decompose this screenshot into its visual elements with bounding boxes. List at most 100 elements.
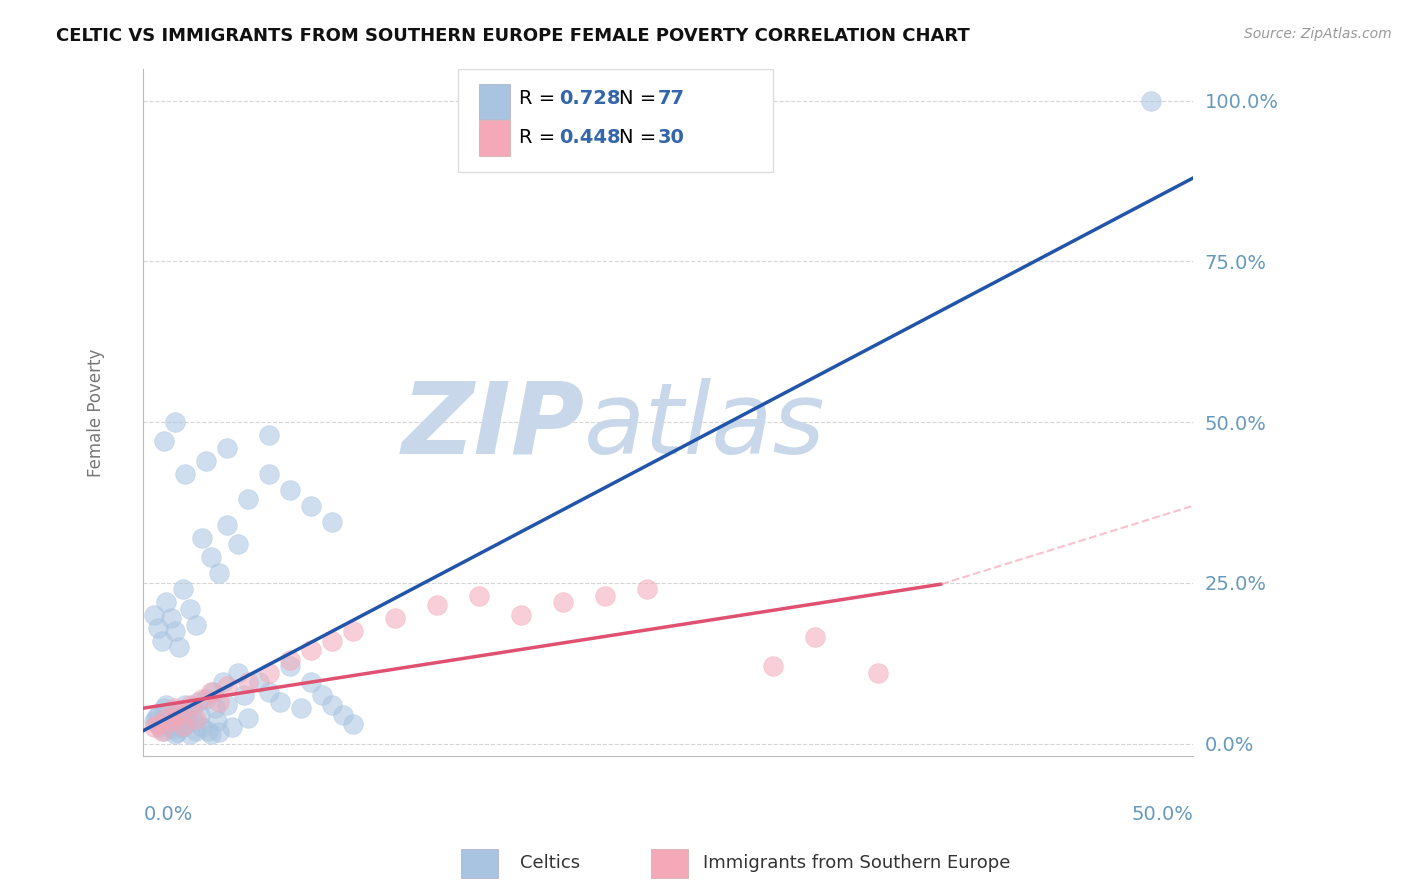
Point — [259, 428, 281, 442]
FancyBboxPatch shape — [479, 120, 510, 156]
Text: 50.0%: 50.0% — [1132, 805, 1194, 823]
Point — [226, 537, 249, 551]
Text: 0.448: 0.448 — [560, 128, 621, 147]
Point — [146, 621, 169, 635]
Point — [159, 714, 181, 728]
Point — [179, 727, 201, 741]
Text: N =: N = — [619, 89, 662, 108]
Point — [238, 675, 260, 690]
Point — [150, 723, 173, 738]
Point — [191, 721, 214, 735]
Point — [247, 675, 270, 690]
Point — [290, 701, 312, 715]
Point — [174, 698, 197, 712]
Point — [172, 721, 194, 735]
Point — [155, 711, 177, 725]
Point — [226, 665, 249, 680]
Point — [195, 453, 218, 467]
Point — [142, 721, 165, 735]
Point — [217, 518, 239, 533]
Point — [153, 434, 176, 449]
Text: N =: N = — [619, 128, 662, 147]
Point — [280, 659, 302, 673]
Point — [163, 415, 186, 429]
Point — [510, 607, 533, 622]
Point — [205, 714, 228, 728]
Text: 0.728: 0.728 — [560, 89, 620, 108]
Point — [233, 689, 256, 703]
Point — [868, 665, 890, 680]
Text: 30: 30 — [658, 128, 685, 147]
Point — [184, 617, 207, 632]
Point — [321, 515, 343, 529]
Point — [184, 712, 207, 726]
Point — [201, 685, 224, 699]
Point — [217, 698, 239, 712]
Text: ZIP: ZIP — [401, 377, 585, 475]
Point — [208, 566, 231, 581]
Text: Female Poverty: Female Poverty — [87, 348, 105, 476]
FancyBboxPatch shape — [479, 84, 510, 120]
Point — [159, 611, 181, 625]
Point — [426, 599, 449, 613]
Point — [145, 711, 167, 725]
Point — [332, 707, 354, 722]
Point — [162, 723, 184, 737]
Point — [1140, 94, 1163, 108]
Point — [174, 716, 197, 731]
Point — [155, 698, 177, 712]
Point — [280, 483, 302, 497]
Point — [166, 725, 188, 739]
Point — [179, 698, 201, 712]
Text: CELTIC VS IMMIGRANTS FROM SOUTHERN EUROPE FEMALE POVERTY CORRELATION CHART: CELTIC VS IMMIGRANTS FROM SOUTHERN EUROP… — [56, 27, 970, 45]
Point — [299, 675, 322, 690]
Point — [311, 689, 333, 703]
Point — [200, 727, 222, 741]
Point — [183, 714, 205, 728]
Point — [259, 665, 281, 680]
Point — [269, 695, 291, 709]
Point — [172, 718, 194, 732]
Point — [342, 717, 364, 731]
Point — [280, 653, 302, 667]
Text: R =: R = — [519, 128, 562, 147]
Point — [299, 499, 322, 513]
Point — [155, 595, 177, 609]
Point — [174, 467, 197, 481]
Point — [179, 601, 201, 615]
Point — [212, 675, 235, 690]
Point — [149, 721, 172, 735]
Point — [163, 701, 186, 715]
Text: R =: R = — [519, 89, 562, 108]
Text: Source: ZipAtlas.com: Source: ZipAtlas.com — [1244, 27, 1392, 41]
Point — [163, 624, 186, 638]
Point — [200, 685, 222, 699]
Point — [259, 467, 281, 481]
Text: atlas: atlas — [585, 377, 825, 475]
Point — [191, 691, 214, 706]
Point — [197, 723, 219, 738]
Text: 77: 77 — [658, 89, 685, 108]
Point — [208, 725, 231, 739]
Point — [553, 595, 575, 609]
Point — [762, 659, 785, 673]
Point — [170, 712, 193, 726]
Point — [142, 714, 165, 728]
Text: Celtics: Celtics — [520, 855, 581, 872]
Point — [157, 714, 180, 728]
Point — [184, 723, 207, 738]
FancyBboxPatch shape — [458, 69, 773, 171]
Point — [159, 718, 181, 732]
Point — [188, 707, 211, 722]
Point — [200, 550, 222, 565]
Point — [384, 611, 406, 625]
Point — [176, 711, 198, 725]
Point — [191, 531, 214, 545]
Point — [595, 589, 617, 603]
Text: 0.0%: 0.0% — [143, 805, 193, 823]
Point — [163, 727, 186, 741]
Point — [342, 624, 364, 638]
Point — [150, 717, 173, 731]
Point — [238, 492, 260, 507]
Point — [804, 631, 827, 645]
